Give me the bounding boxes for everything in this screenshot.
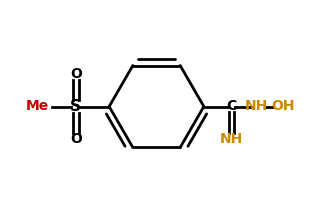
Text: Me: Me xyxy=(26,99,49,114)
Text: NH: NH xyxy=(245,99,268,114)
Text: S: S xyxy=(70,99,81,114)
Text: O: O xyxy=(70,131,82,145)
Text: NH: NH xyxy=(220,131,243,145)
Text: C: C xyxy=(227,99,237,114)
Text: O: O xyxy=(70,68,82,82)
Text: OH: OH xyxy=(271,99,295,114)
